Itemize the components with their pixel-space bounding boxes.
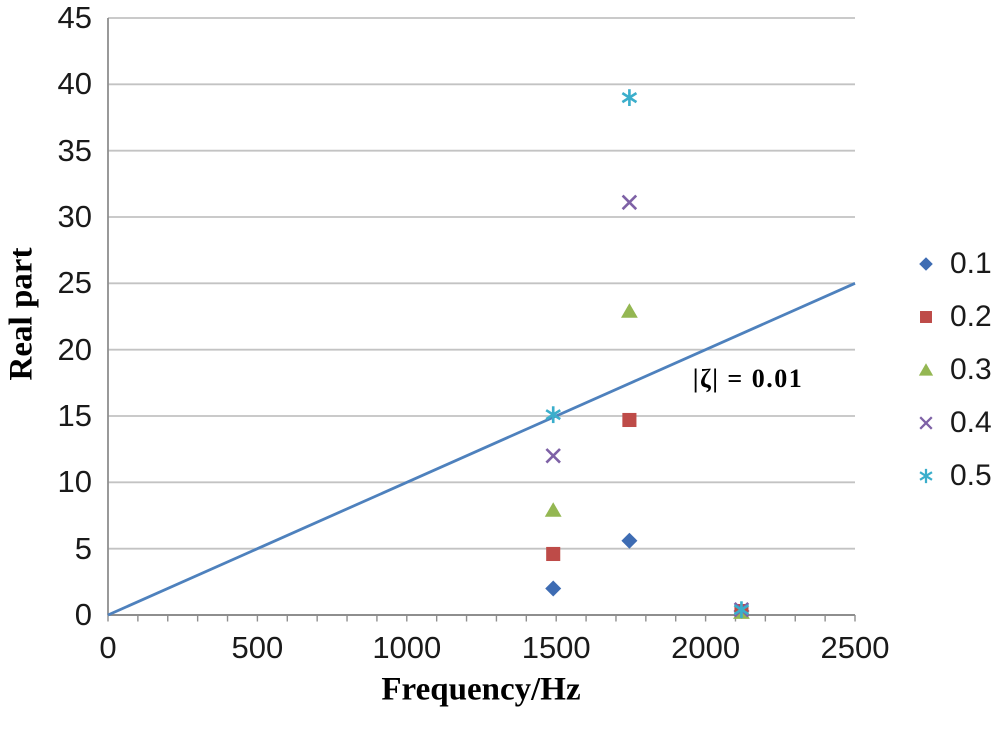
y-tick-label: 20 xyxy=(57,331,92,367)
asterisk-marker xyxy=(733,604,750,616)
x-tick-label: 1000 xyxy=(372,630,442,665)
legend-item-0.4: 0.4 xyxy=(911,396,992,449)
diamond-marker xyxy=(621,532,638,549)
x-tick-label: 2500 xyxy=(820,630,890,665)
asterisk-marker xyxy=(621,92,638,104)
legend-label: 0.3 xyxy=(950,352,992,386)
diamond-marker xyxy=(545,580,562,597)
diamond-marker-icon xyxy=(919,256,933,271)
asterisk-marker-icon xyxy=(919,468,933,483)
y-tick-label: 45 xyxy=(57,0,92,35)
legend-label: 0.1 xyxy=(950,246,992,280)
y-tick-label: 40 xyxy=(57,66,92,102)
x-tick-label: 1500 xyxy=(521,630,591,665)
x-marker xyxy=(621,194,638,211)
x-tick-label: 2000 xyxy=(671,630,741,665)
square-marker-icon xyxy=(920,310,932,323)
legend-item-0.2: 0.2 xyxy=(911,290,992,343)
x-marker xyxy=(919,415,933,430)
legend-item-0.1: 0.1 xyxy=(911,237,992,290)
y-tick-label: 15 xyxy=(57,398,92,433)
y-tick-label: 5 xyxy=(74,530,92,566)
y-tick-label: 0 xyxy=(74,597,92,632)
zeta-annotation: |ζ| = 0.01 xyxy=(692,364,804,393)
triangle-marker xyxy=(918,362,934,376)
diamond-marker xyxy=(919,256,933,271)
x-marker xyxy=(545,448,561,464)
legend-label: 0.5 xyxy=(950,458,992,492)
y-tick-label: 30 xyxy=(57,199,92,234)
triangle-marker-icon xyxy=(918,362,934,376)
legend-item-0.3: 0.3 xyxy=(911,343,992,396)
reference-line xyxy=(107,282,856,617)
x-marker-icon xyxy=(919,415,933,430)
x-tick-label: 0 xyxy=(99,630,117,665)
legend-item-0.5: 0.5 xyxy=(911,449,992,502)
asterisk-marker xyxy=(545,409,561,421)
asterisk-marker xyxy=(919,470,933,481)
y-tick-label: 35 xyxy=(57,132,92,168)
y-tick-label: 25 xyxy=(57,265,92,301)
square-marker xyxy=(622,412,637,428)
square-marker xyxy=(546,546,561,562)
legend-label: 0.4 xyxy=(950,405,992,439)
y-tick-label: 10 xyxy=(57,464,92,500)
x-axis-title: Frequency/Hz xyxy=(381,671,581,708)
triangle-marker xyxy=(544,502,562,517)
legend-label: 0.2 xyxy=(950,299,992,333)
square-marker xyxy=(920,310,932,323)
x-tick-label: 500 xyxy=(231,630,284,665)
triangle-marker xyxy=(621,303,638,318)
legend: 0.1 0.2 0.3 0.4 0.5 xyxy=(911,237,992,502)
